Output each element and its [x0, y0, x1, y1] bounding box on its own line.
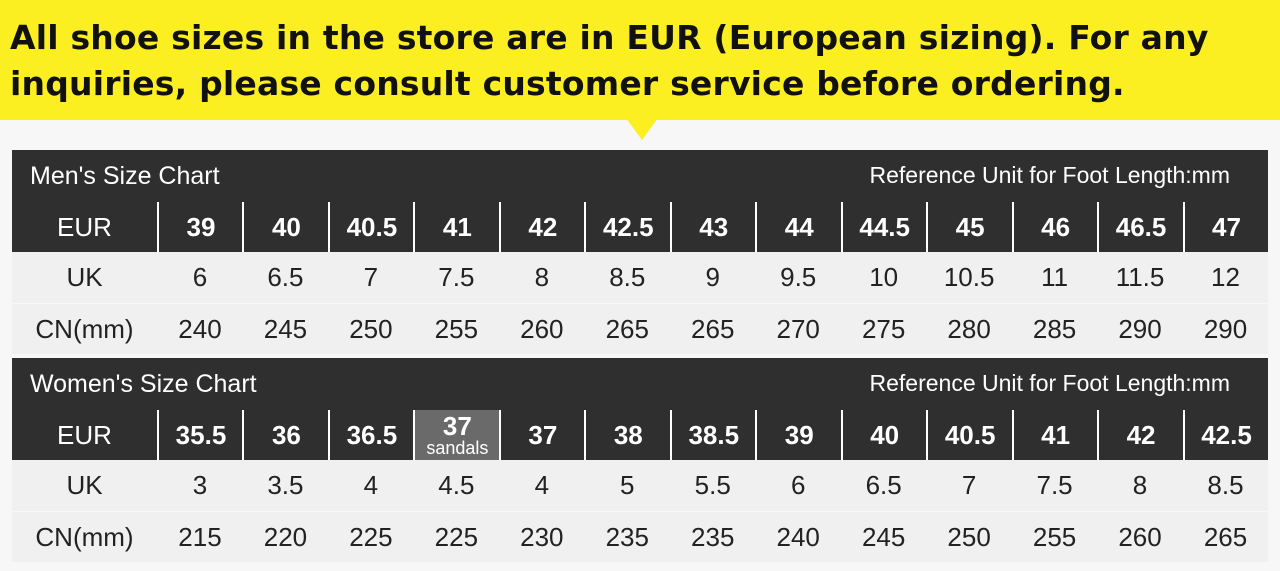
- size-cell: 255: [413, 304, 500, 354]
- size-value: 37: [442, 411, 472, 441]
- size-cell: 46: [1011, 202, 1098, 252]
- size-cell: 220: [242, 512, 329, 562]
- size-cell: 260: [1097, 512, 1184, 562]
- size-cell: 255: [1011, 512, 1098, 562]
- size-cell: 9.5: [755, 252, 842, 303]
- size-cell: 9: [669, 252, 756, 303]
- table-title-bar: Women's Size Chart Reference Unit for Foo…: [12, 358, 1268, 410]
- size-cell: 7: [926, 460, 1013, 511]
- row-label: EUR: [12, 410, 157, 460]
- size-cell: 290: [1182, 304, 1269, 354]
- size-cell: 6.5: [242, 252, 329, 303]
- size-cell: 7.5: [1011, 460, 1098, 511]
- banner-pointer: [626, 118, 658, 140]
- size-cell: 45: [926, 202, 1013, 252]
- size-cell: 6: [157, 252, 243, 303]
- size-cell: 36.5: [327, 410, 414, 460]
- size-cell: 215: [157, 512, 243, 562]
- size-note: sandals: [426, 438, 489, 458]
- size-cell: 42.5: [1182, 410, 1269, 460]
- size-cell: 245: [840, 512, 927, 562]
- size-cell: 280: [926, 304, 1013, 354]
- size-cell: 8.5: [1182, 460, 1269, 511]
- size-cell: 8: [498, 252, 585, 303]
- size-cell: 39: [157, 202, 243, 252]
- size-cell: 41: [413, 202, 500, 252]
- size-cell: 37 sandals: [413, 410, 500, 460]
- size-cell: 245: [242, 304, 329, 354]
- size-cell: 44.5: [840, 202, 927, 252]
- size-cell: 5.5: [669, 460, 756, 511]
- size-cell: 7: [327, 252, 414, 303]
- size-cell: 250: [926, 512, 1013, 562]
- row-label: UK: [12, 460, 157, 511]
- size-cell: 36: [242, 410, 329, 460]
- row-label: CN(mm): [12, 304, 157, 354]
- size-cell: 285: [1011, 304, 1098, 354]
- size-cell: 44: [755, 202, 842, 252]
- size-cell: 4.5: [413, 460, 500, 511]
- row-label: EUR: [12, 202, 157, 252]
- size-cell: 42.5: [584, 202, 671, 252]
- size-cell: 275: [840, 304, 927, 354]
- size-cell: 265: [584, 304, 671, 354]
- unit-note: Reference Unit for Foot Length:mm: [869, 162, 1231, 188]
- row-label: UK: [12, 252, 157, 303]
- size-cell: 235: [584, 512, 671, 562]
- size-cell: 40: [242, 202, 329, 252]
- size-cell: 10: [840, 252, 927, 303]
- size-cell: 290: [1097, 304, 1184, 354]
- size-cell: 225: [413, 512, 500, 562]
- size-cell: 11: [1011, 252, 1098, 303]
- size-cell: 235: [669, 512, 756, 562]
- banner-line: inquiries, please consult customer servi…: [10, 64, 1125, 103]
- table-title: Men's Size Chart: [30, 162, 220, 190]
- size-cell: 38.5: [669, 410, 756, 460]
- table-title-bar: Men's Size Chart Reference Unit for Foot …: [12, 150, 1268, 202]
- size-cell: 12: [1182, 252, 1269, 303]
- banner: All shoe sizes in the store are in EUR (…: [0, 0, 1280, 120]
- unit-note: Reference Unit for Foot Length:mm: [869, 370, 1231, 396]
- size-cell: 6: [755, 460, 842, 511]
- size-cell: 11.5: [1097, 252, 1184, 303]
- size-cell: 8: [1097, 460, 1184, 511]
- size-cell: 6.5: [840, 460, 927, 511]
- size-cell: 40.5: [926, 410, 1013, 460]
- size-cell: 270: [755, 304, 842, 354]
- size-cell: 7.5: [413, 252, 500, 303]
- size-cell: 4: [327, 460, 414, 511]
- size-cell: 230: [498, 512, 585, 562]
- size-cell: 39: [755, 410, 842, 460]
- banner-line: All shoe sizes in the store are in EUR (…: [10, 18, 1209, 57]
- size-cell: 41: [1011, 410, 1098, 460]
- size-cell: 43: [669, 202, 756, 252]
- size-cell: 4: [498, 460, 585, 511]
- size-cell: 5: [584, 460, 671, 511]
- size-cell: 40.5: [327, 202, 414, 252]
- row-label: CN(mm): [12, 512, 157, 562]
- size-cell: 46.5: [1097, 202, 1184, 252]
- size-cell: 260: [498, 304, 585, 354]
- size-cell: 37: [498, 410, 585, 460]
- size-cell: 10.5: [926, 252, 1013, 303]
- size-cell: 265: [669, 304, 756, 354]
- size-cell: 40: [840, 410, 927, 460]
- size-cell: 42: [1097, 410, 1184, 460]
- size-cell: 35.5: [157, 410, 243, 460]
- size-cell: 250: [327, 304, 414, 354]
- table-title: Women's Size Chart: [30, 370, 257, 398]
- size-cell: 42: [498, 202, 585, 252]
- size-cell: 225: [327, 512, 414, 562]
- size-cell: 240: [157, 304, 243, 354]
- size-cell: 38: [584, 410, 671, 460]
- size-cell: 47: [1182, 202, 1269, 252]
- size-cell: 3: [157, 460, 243, 511]
- size-cell: 240: [755, 512, 842, 562]
- size-cell: 8.5: [584, 252, 671, 303]
- size-cell: 265: [1182, 512, 1269, 562]
- size-cell: 3.5: [242, 460, 329, 511]
